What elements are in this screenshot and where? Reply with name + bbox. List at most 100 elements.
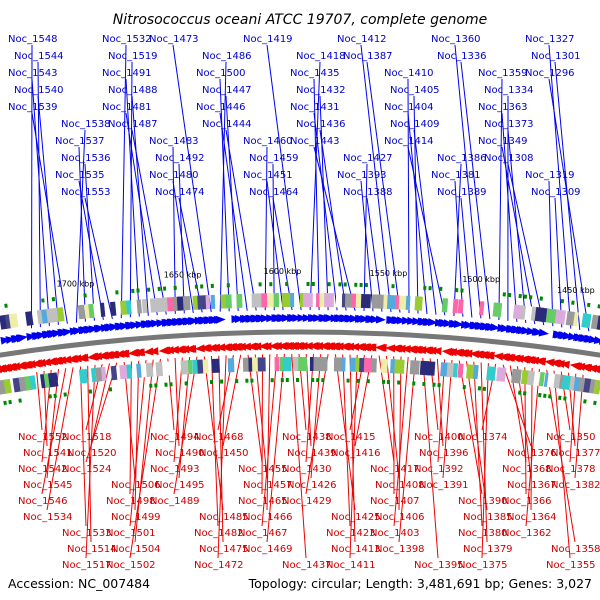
leader-line — [37, 61, 41, 328]
reverse-cog-box — [192, 359, 199, 374]
gc-marker — [563, 396, 567, 401]
forward-gene-label: Noc_1553 — [61, 187, 111, 198]
gc-marker — [597, 304, 600, 309]
gc-marker — [432, 382, 436, 387]
reverse-gene-arrow — [366, 343, 377, 352]
forward-cog-box — [56, 307, 65, 322]
gc-marker — [359, 282, 363, 287]
reverse-gene-label: Noc_1524 — [62, 464, 112, 475]
forward-cog-box — [210, 294, 216, 309]
leader-line — [129, 360, 147, 527]
reverse-gene-arrow — [148, 347, 159, 356]
leader-line — [480, 362, 488, 543]
gc-marker — [571, 300, 575, 305]
reverse-gene-label: Noc_1366 — [502, 496, 552, 507]
forward-cog-box — [596, 315, 600, 331]
gc-marker — [131, 288, 135, 294]
feature-labels: Noc_1548 Noc_1544 Noc_1543 Noc_1540 Noc_1539… — [8, 34, 600, 571]
reverse-gene-label: Noc_1475 — [199, 544, 249, 555]
forward-gene-arrow — [412, 317, 423, 326]
reverse-gene-arrow — [581, 363, 593, 372]
forward-gene-arrow — [500, 324, 511, 333]
gc-marker — [53, 393, 57, 398]
forward-gene-arrow — [593, 336, 600, 344]
gc-marker — [364, 283, 368, 288]
forward-gene-label: Noc_1543 — [8, 68, 58, 79]
leader-line — [554, 197, 563, 328]
reverse-gene-label: Noc_1455 — [238, 464, 288, 475]
forward-gene-label: Noc_1488 — [108, 85, 158, 96]
leader-line — [305, 354, 329, 495]
leader-line — [266, 354, 271, 511]
gc-marker — [194, 284, 199, 289]
reverse-cog-box — [24, 375, 32, 391]
forward-gene-arrow — [443, 319, 454, 328]
leader-line — [442, 359, 453, 479]
gc-marker — [311, 281, 315, 287]
leader-line — [120, 44, 127, 319]
gc-marker — [439, 286, 443, 292]
forward-cog-box — [119, 300, 128, 316]
reverse-gene-label: Noc_1533 — [62, 528, 112, 539]
gc-marker — [280, 378, 284, 383]
gc-marker — [455, 287, 459, 293]
forward-cog-box — [36, 309, 43, 325]
gc-marker — [548, 394, 552, 399]
leader-line — [261, 354, 263, 495]
forward-gene-arrow — [119, 322, 131, 331]
reverse-cog-box — [110, 365, 118, 381]
forward-gene-arrow — [260, 314, 271, 323]
gc-marker — [164, 382, 168, 387]
forward-gene-label: Noc_1418 — [296, 51, 346, 62]
leader-line — [247, 354, 263, 463]
gc-marker — [209, 380, 214, 385]
leader-line — [172, 44, 212, 313]
reverse-gene-arrow — [343, 342, 354, 351]
reverse-cog-box — [568, 376, 576, 391]
reverse-gene-label: Noc_1518 — [62, 432, 112, 443]
leader-line — [310, 354, 322, 479]
gc-marker — [108, 387, 113, 392]
forward-gene-label: Noc_1480 — [149, 170, 199, 181]
forward-gene-label: Noc_1336 — [437, 51, 487, 62]
gc-marker — [146, 287, 151, 292]
reverse-gene-label: Noc_1466 — [243, 512, 293, 523]
gc-marker — [356, 378, 360, 383]
gc-marker — [543, 393, 547, 398]
leader-line — [264, 146, 268, 311]
reverse-cog-box — [29, 375, 37, 390]
leader-line — [134, 359, 154, 543]
leader-line — [90, 363, 110, 447]
forward-cog-box — [457, 299, 464, 314]
genome-summary-text: Topology: circular; Length: 3,481,691 bp… — [248, 576, 592, 591]
gc-marker — [558, 395, 562, 400]
reverse-cog-box — [380, 358, 388, 373]
reverse-cog-box — [197, 359, 204, 374]
reverse-cog-box — [333, 357, 343, 372]
forward-cog-box — [405, 295, 411, 311]
leader-line — [501, 146, 536, 325]
leader-line — [466, 361, 488, 511]
gc-marker — [423, 285, 427, 290]
forward-gene-arrow — [313, 314, 324, 323]
gc-marker — [41, 298, 45, 303]
reverse-gene-arrow — [493, 352, 504, 361]
reverse-gene-label: Noc_1400 — [414, 432, 464, 443]
forward-gene-arrow — [302, 313, 313, 322]
leader-line — [378, 355, 395, 463]
forward-gene-arrow — [215, 315, 226, 324]
forward-gene-arrow — [538, 328, 550, 337]
forward-gene-arrow — [453, 320, 465, 328]
leader-line — [75, 129, 86, 323]
reverse-gene-label: Noc_1493 — [150, 464, 200, 475]
gc-marker — [48, 394, 52, 399]
leader-line — [507, 163, 545, 326]
reverse-gene-label: Noc_1407 — [370, 496, 420, 507]
forward-gene-label: Noc_1446 — [196, 102, 246, 113]
leader-line — [85, 362, 118, 463]
forward-gene-label: Noc_1481 — [102, 102, 152, 113]
reverse-gene-arrow — [210, 343, 221, 352]
leader-line — [398, 356, 402, 511]
reverse-cog-box — [187, 359, 193, 375]
reverse-gene-label: Noc_1358 — [551, 544, 600, 555]
